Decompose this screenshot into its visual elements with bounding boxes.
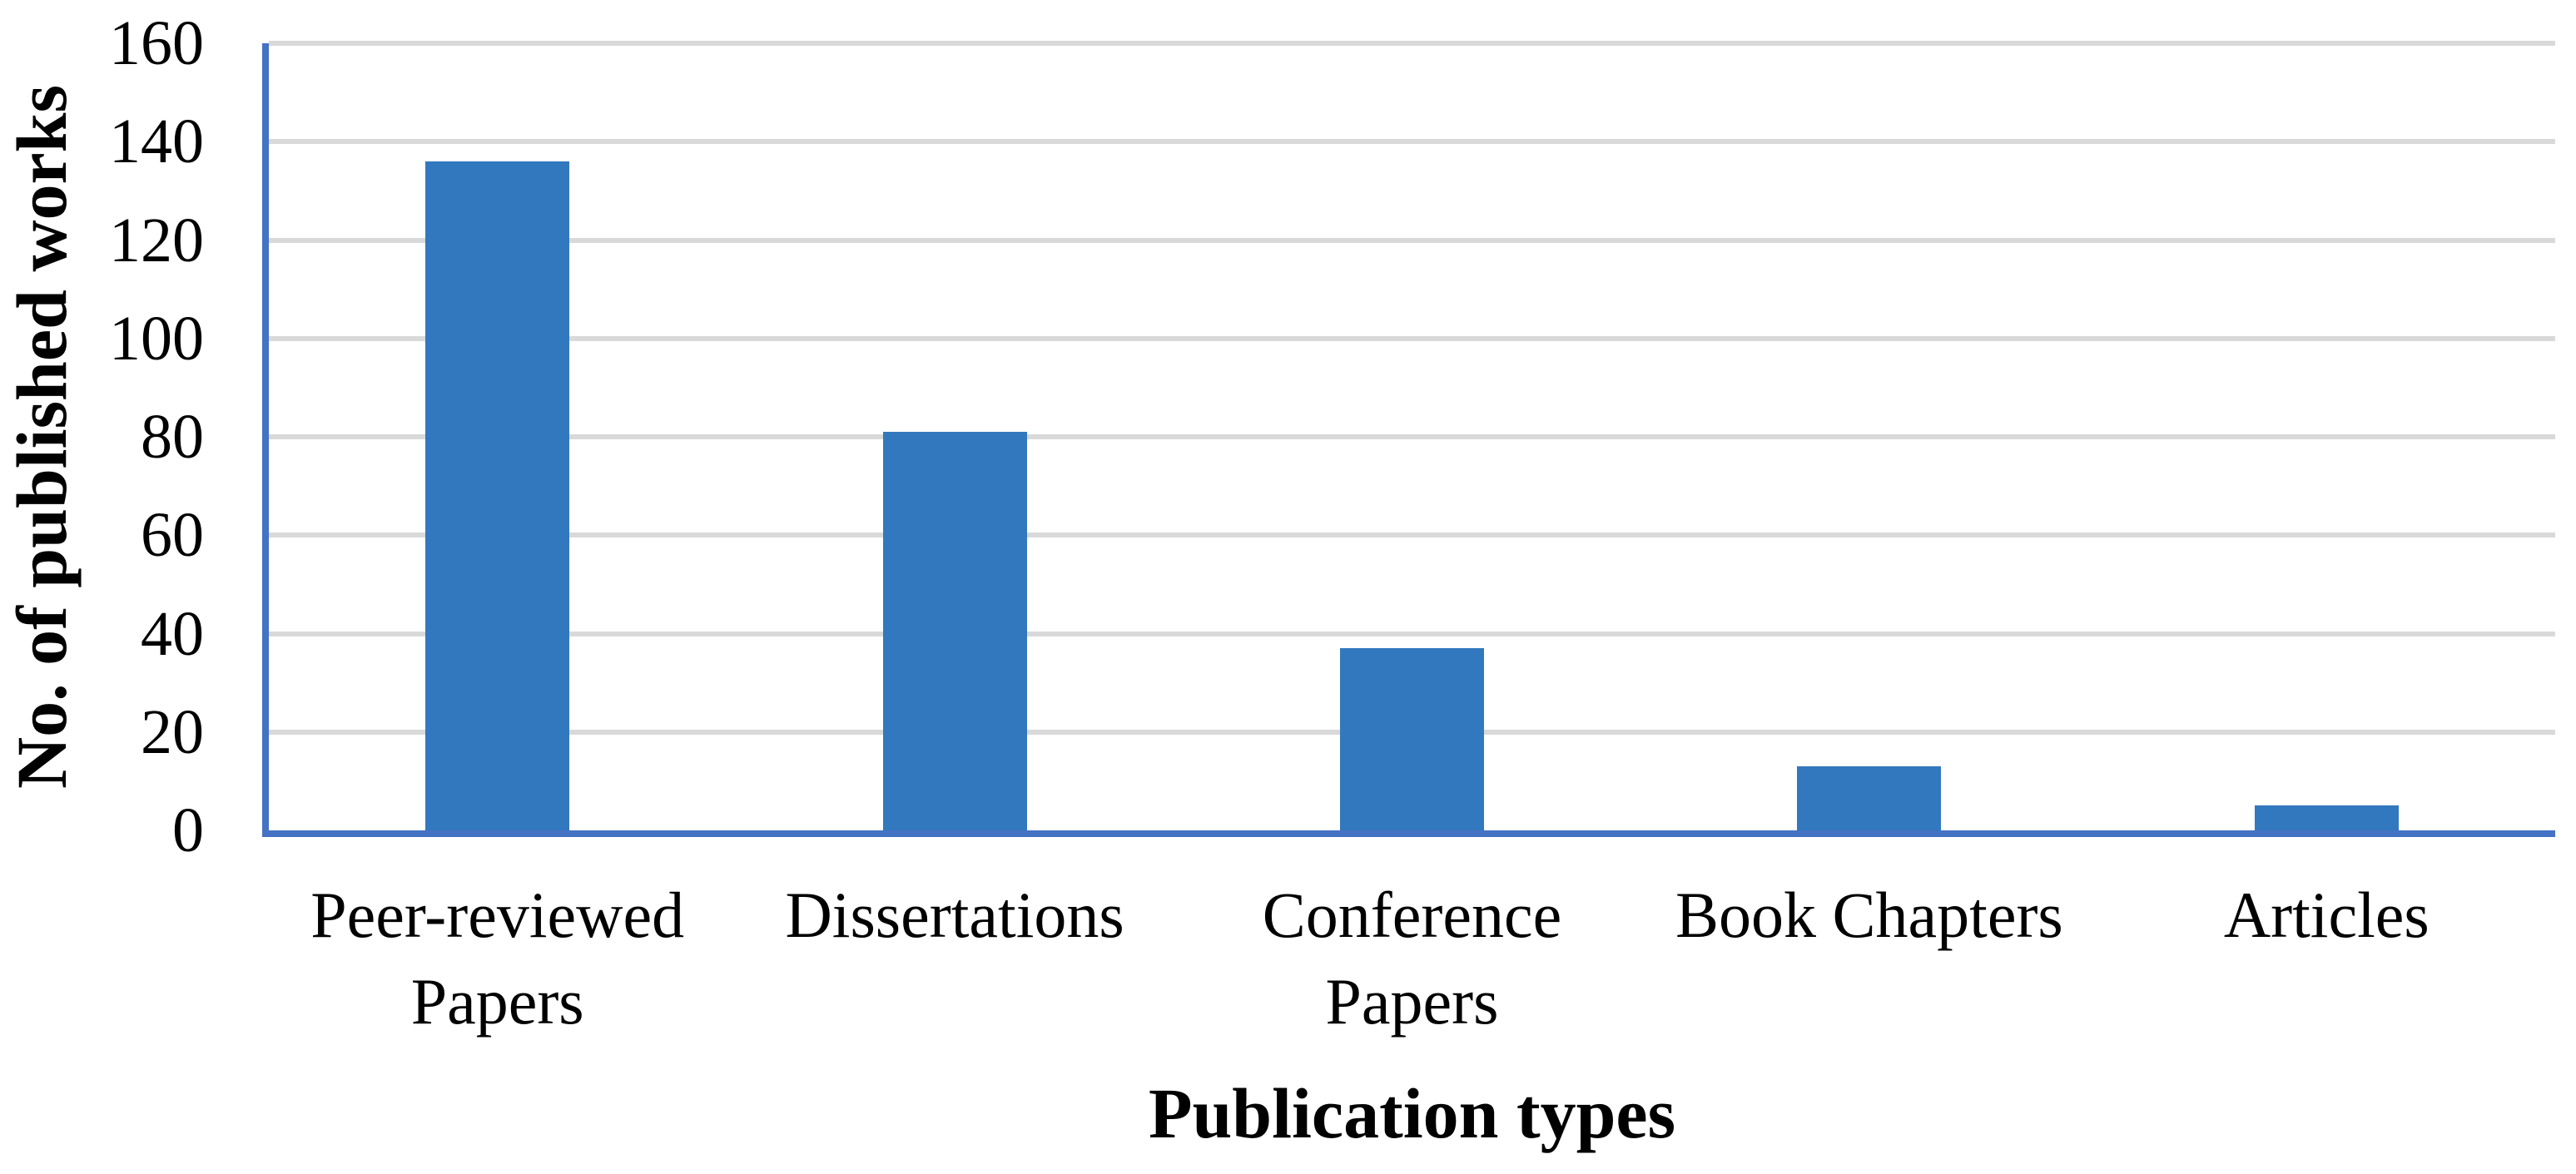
x-axis-title: Publication types xyxy=(1148,1073,1676,1153)
bar-dissertations xyxy=(882,432,1027,830)
y-tick-label-40: 40 xyxy=(141,598,204,669)
y-tick-label-20: 20 xyxy=(141,696,204,767)
y-tick-label-100: 100 xyxy=(109,303,204,374)
category-label-conference-papers: Conference Papers xyxy=(1262,879,1562,1038)
bar-book-chapters xyxy=(1797,766,1942,830)
gridline-160 xyxy=(269,41,2555,46)
y-tick-label-80: 80 xyxy=(141,402,204,472)
gridline-60 xyxy=(269,533,2555,538)
y-tick-label-160: 160 xyxy=(109,8,204,78)
bar-peer-reviewed-papers xyxy=(425,161,570,830)
y-tick-label-60: 60 xyxy=(141,500,204,571)
category-label-book-chapters: Book Chapters xyxy=(1675,879,2063,951)
bar-articles xyxy=(2254,805,2399,830)
y-axis-line xyxy=(262,43,269,837)
gridline-80 xyxy=(269,434,2555,439)
y-tick-label-120: 120 xyxy=(109,205,204,275)
y-tick-label-140: 140 xyxy=(109,107,204,177)
category-label-dissertations: Dissertations xyxy=(785,879,1124,951)
y-tick-label-0: 0 xyxy=(172,795,204,865)
category-label-articles: Articles xyxy=(2223,879,2430,951)
plot-area xyxy=(269,41,2555,830)
gridline-140 xyxy=(269,139,2555,145)
x-axis-line xyxy=(262,830,2555,837)
category-label-peer-reviewed-papers: Peer-reviewed Papers xyxy=(310,879,685,1038)
gridline-120 xyxy=(269,237,2555,243)
gridline-100 xyxy=(269,335,2555,341)
bar-conference-papers xyxy=(1340,648,1484,830)
gridline-40 xyxy=(269,631,2555,637)
